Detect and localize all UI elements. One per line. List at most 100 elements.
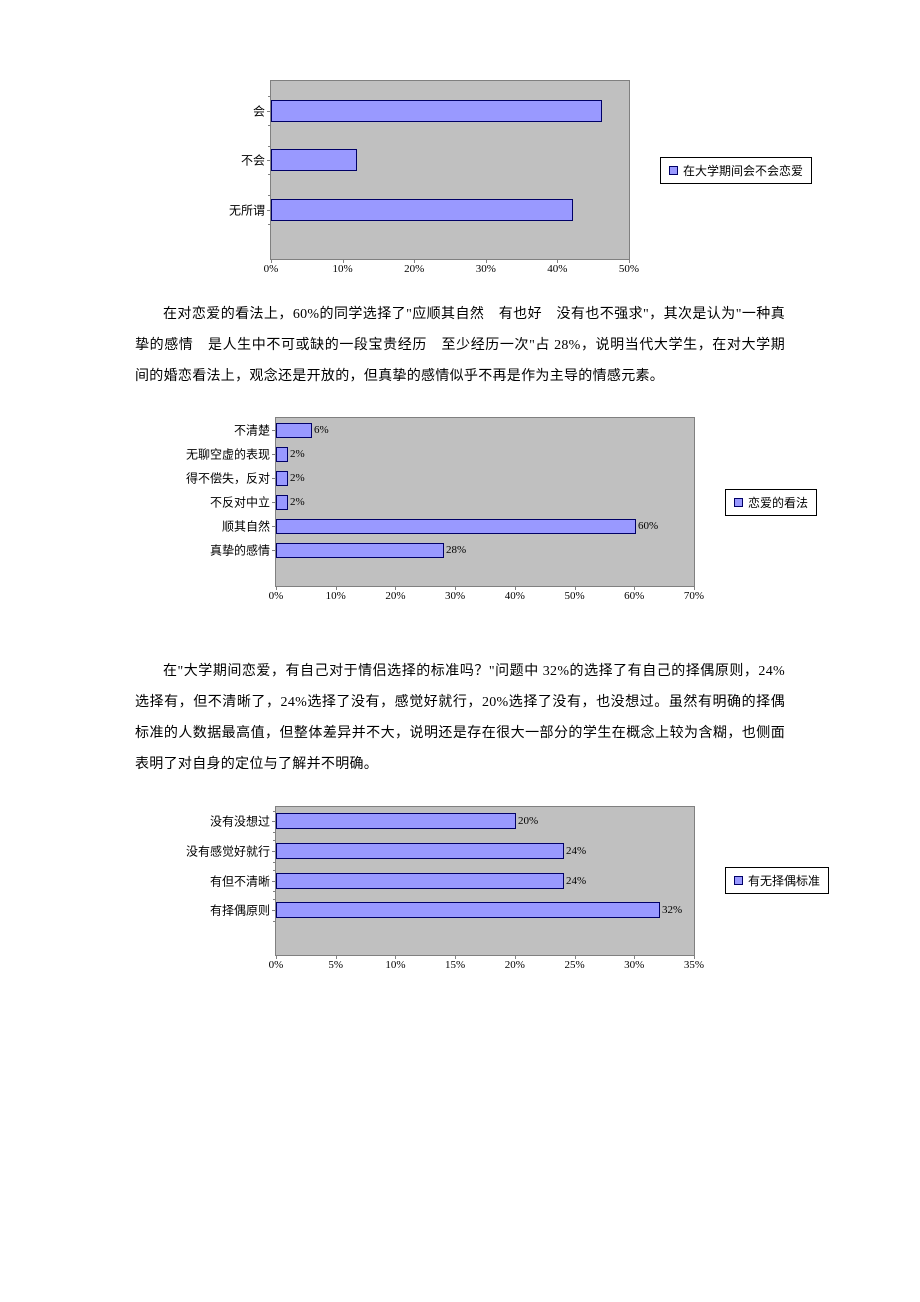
legend-swatch-icon: [669, 166, 678, 175]
bar-row: 2%: [276, 495, 305, 510]
xtick-label: 50%: [619, 263, 639, 275]
bar-row: 28%: [276, 543, 466, 558]
ytick-mark: [272, 454, 276, 455]
bar: [276, 843, 564, 859]
bar-row: [271, 100, 602, 122]
bar: [276, 902, 660, 918]
bar: [276, 813, 516, 829]
ytick-minor-mark: [268, 174, 271, 175]
chart-3: 0%5%10%15%20%25%30%35%20%没有没想过24%没有感觉好就行…: [165, 806, 785, 956]
chart-3-legend-label: 有无择偶标准: [748, 872, 820, 889]
ytick-minor-mark: [268, 125, 271, 126]
xtick-label: 10%: [385, 959, 405, 971]
bar-row: 24%: [276, 843, 586, 859]
category-label: 不会: [241, 152, 265, 169]
bar: [271, 199, 573, 221]
ytick-mark: [272, 430, 276, 431]
ytick-minor-mark: [273, 840, 276, 841]
bar: [276, 873, 564, 889]
bar: [276, 543, 444, 558]
xtick-label: 30%: [624, 959, 644, 971]
category-label: 没有感觉好就行: [186, 842, 270, 859]
ytick-mark: [267, 210, 271, 211]
chart-1: 0%10%20%30%40%50%会不会无所谓 在大学期间会不会恋爱: [210, 80, 785, 260]
bar-row: 6%: [276, 423, 329, 438]
xtick-label: 60%: [624, 590, 644, 602]
ytick-mark: [272, 478, 276, 479]
bar-value-label: 2%: [290, 472, 305, 484]
bar-value-label: 60%: [638, 520, 658, 532]
ytick-mark: [272, 550, 276, 551]
category-label: 无聊空虚的表现: [186, 446, 270, 463]
bar: [271, 149, 357, 171]
ytick-mark: [267, 111, 271, 112]
paragraph-2: 在"大学期间恋爱，有自己对于情侣选择的标准吗？"问题中 32%的选择了有自己的择…: [135, 657, 785, 780]
ytick-minor-mark: [268, 195, 271, 196]
xtick-label: 20%: [385, 590, 405, 602]
bar: [276, 423, 312, 438]
category-label: 没有没想过: [210, 813, 270, 830]
category-label: 不清楚: [234, 422, 270, 439]
xtick-label: 20%: [505, 959, 525, 971]
legend-swatch-icon: [734, 876, 743, 885]
ytick-mark: [272, 821, 276, 822]
bar: [271, 100, 602, 122]
ytick-minor-mark: [268, 96, 271, 97]
ytick-mark: [272, 502, 276, 503]
xtick-label: 20%: [404, 263, 424, 275]
xtick-label: 10%: [326, 590, 346, 602]
chart-1-plot: 0%10%20%30%40%50%会不会无所谓: [270, 80, 630, 260]
ytick-minor-mark: [273, 832, 276, 833]
ytick-mark: [272, 526, 276, 527]
ytick-minor-mark: [273, 811, 276, 812]
xtick-label: 0%: [269, 959, 284, 971]
xtick-label: 25%: [564, 959, 584, 971]
xtick-label: 15%: [445, 959, 465, 971]
ytick-minor-mark: [273, 862, 276, 863]
chart-1-legend: 在大学期间会不会恋爱: [660, 157, 812, 184]
bar-value-label: 24%: [566, 845, 586, 857]
xtick-label: 40%: [505, 590, 525, 602]
category-label: 顺其自然: [222, 518, 270, 535]
bar-row: 2%: [276, 447, 305, 462]
xtick-label: 70%: [684, 590, 704, 602]
legend-swatch-icon: [734, 498, 743, 507]
bar: [276, 519, 636, 534]
bar-row: 32%: [276, 902, 682, 918]
xtick-label: 0%: [269, 590, 284, 602]
bar-row: 60%: [276, 519, 658, 534]
paragraph-1: 在对恋爱的看法上，60%的同学选择了"应顺其自然 有也好 没有也不强求"，其次是…: [135, 300, 785, 392]
category-label: 真挚的感情: [210, 542, 270, 559]
bar-row: 24%: [276, 873, 586, 889]
xtick-label: 40%: [547, 263, 567, 275]
chart-2-plot: 0%10%20%30%40%50%60%70%6%不清楚2%无聊空虚的表现2%得…: [275, 417, 695, 587]
bar-value-label: 6%: [314, 424, 329, 436]
category-label: 得不偿失，反对: [186, 470, 270, 487]
xtick-label: 30%: [476, 263, 496, 275]
bar-row: [271, 199, 573, 221]
ytick-mark: [272, 851, 276, 852]
chart-2-legend-label: 恋爱的看法: [748, 494, 808, 511]
ytick-mark: [272, 910, 276, 911]
category-label: 不反对中立: [210, 494, 270, 511]
ytick-minor-mark: [273, 899, 276, 900]
bar-row: 20%: [276, 813, 538, 829]
bar-value-label: 2%: [290, 496, 305, 508]
category-label: 会: [253, 102, 265, 119]
category-label: 有择偶原则: [210, 902, 270, 919]
ytick-mark: [267, 160, 271, 161]
bar-value-label: 2%: [290, 448, 305, 460]
bar-row: [271, 149, 357, 171]
chart-3-plot: 0%5%10%15%20%25%30%35%20%没有没想过24%没有感觉好就行…: [275, 806, 695, 956]
category-label: 无所谓: [229, 201, 265, 218]
ytick-minor-mark: [273, 870, 276, 871]
xtick-label: 10%: [333, 263, 353, 275]
xtick-label: 50%: [564, 590, 584, 602]
xtick-label: 35%: [684, 959, 704, 971]
xtick-label: 5%: [328, 959, 343, 971]
bar-value-label: 20%: [518, 815, 538, 827]
xtick-label: 0%: [264, 263, 279, 275]
chart-3-legend: 有无择偶标准: [725, 867, 829, 894]
bar: [276, 495, 288, 510]
chart-2-legend: 恋爱的看法: [725, 489, 817, 516]
